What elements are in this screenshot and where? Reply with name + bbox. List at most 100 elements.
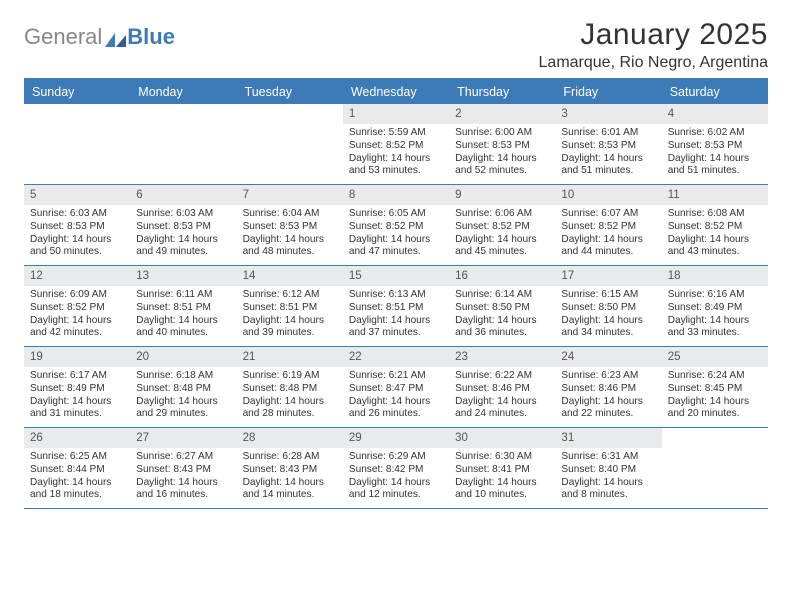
day-number: 5 <box>24 185 130 205</box>
day-number: 4 <box>662 104 768 124</box>
day-number: 26 <box>24 428 130 448</box>
calendar-day-cell: 19Sunrise: 6:17 AMSunset: 8:49 PMDayligh… <box>24 347 130 427</box>
day-number: 19 <box>24 347 130 367</box>
calendar-page: General Blue January 2025 Lamarque, Rio … <box>0 0 792 509</box>
day-details: Sunrise: 5:59 AMSunset: 8:52 PMDaylight:… <box>343 124 449 182</box>
day-number: 29 <box>343 428 449 448</box>
day-details: Sunrise: 6:05 AMSunset: 8:52 PMDaylight:… <box>343 205 449 263</box>
calendar-day-cell: 21Sunrise: 6:19 AMSunset: 8:48 PMDayligh… <box>237 347 343 427</box>
day-details: Sunrise: 6:22 AMSunset: 8:46 PMDaylight:… <box>449 367 555 425</box>
day-details: Sunrise: 6:08 AMSunset: 8:52 PMDaylight:… <box>662 205 768 263</box>
day-number: 14 <box>237 266 343 286</box>
calendar-day-cell: 11Sunrise: 6:08 AMSunset: 8:52 PMDayligh… <box>662 185 768 265</box>
day-number: 10 <box>555 185 661 205</box>
calendar-day-cell: 10Sunrise: 6:07 AMSunset: 8:52 PMDayligh… <box>555 185 661 265</box>
day-number: 25 <box>662 347 768 367</box>
day-number: 7 <box>237 185 343 205</box>
month-title: January 2025 <box>539 18 768 52</box>
day-number: 1 <box>343 104 449 124</box>
day-number: 20 <box>130 347 236 367</box>
day-number: 9 <box>449 185 555 205</box>
calendar-day-cell: 27Sunrise: 6:27 AMSunset: 8:43 PMDayligh… <box>130 428 236 508</box>
day-of-week-label: Tuesday <box>237 80 343 104</box>
day-number <box>130 104 236 110</box>
brand-sail-icon <box>105 27 127 41</box>
calendar-day-cell: 2Sunrise: 6:00 AMSunset: 8:53 PMDaylight… <box>449 104 555 184</box>
day-details: Sunrise: 6:03 AMSunset: 8:53 PMDaylight:… <box>130 205 236 263</box>
location-text: Lamarque, Rio Negro, Argentina <box>539 54 768 72</box>
day-of-week-label: Thursday <box>449 80 555 104</box>
day-number <box>237 104 343 110</box>
calendar-day-cell: 7Sunrise: 6:04 AMSunset: 8:53 PMDaylight… <box>237 185 343 265</box>
calendar-day-cell: 24Sunrise: 6:23 AMSunset: 8:46 PMDayligh… <box>555 347 661 427</box>
calendar-day-cell <box>24 104 130 184</box>
day-of-week-label: Saturday <box>662 80 768 104</box>
day-details: Sunrise: 6:00 AMSunset: 8:53 PMDaylight:… <box>449 124 555 182</box>
calendar-day-cell: 15Sunrise: 6:13 AMSunset: 8:51 PMDayligh… <box>343 266 449 346</box>
day-details: Sunrise: 6:04 AMSunset: 8:53 PMDaylight:… <box>237 205 343 263</box>
day-of-week-label: Friday <box>555 80 661 104</box>
day-details: Sunrise: 6:13 AMSunset: 8:51 PMDaylight:… <box>343 286 449 344</box>
day-details: Sunrise: 6:21 AMSunset: 8:47 PMDaylight:… <box>343 367 449 425</box>
title-block: January 2025 Lamarque, Rio Negro, Argent… <box>539 18 768 72</box>
day-details: Sunrise: 6:19 AMSunset: 8:48 PMDaylight:… <box>237 367 343 425</box>
day-details: Sunrise: 6:23 AMSunset: 8:46 PMDaylight:… <box>555 367 661 425</box>
day-number <box>24 104 130 110</box>
day-number: 28 <box>237 428 343 448</box>
day-details: Sunrise: 6:11 AMSunset: 8:51 PMDaylight:… <box>130 286 236 344</box>
day-number: 31 <box>555 428 661 448</box>
calendar-day-cell <box>662 428 768 508</box>
day-details: Sunrise: 6:25 AMSunset: 8:44 PMDaylight:… <box>24 448 130 506</box>
day-number: 27 <box>130 428 236 448</box>
calendar-day-cell: 30Sunrise: 6:30 AMSunset: 8:41 PMDayligh… <box>449 428 555 508</box>
calendar-week-row: 12Sunrise: 6:09 AMSunset: 8:52 PMDayligh… <box>24 266 768 347</box>
day-details: Sunrise: 6:06 AMSunset: 8:52 PMDaylight:… <box>449 205 555 263</box>
calendar-day-cell: 13Sunrise: 6:11 AMSunset: 8:51 PMDayligh… <box>130 266 236 346</box>
day-number: 17 <box>555 266 661 286</box>
calendar-day-cell: 16Sunrise: 6:14 AMSunset: 8:50 PMDayligh… <box>449 266 555 346</box>
day-details: Sunrise: 6:09 AMSunset: 8:52 PMDaylight:… <box>24 286 130 344</box>
day-number: 21 <box>237 347 343 367</box>
day-number: 23 <box>449 347 555 367</box>
header: General Blue January 2025 Lamarque, Rio … <box>24 18 768 72</box>
day-number: 15 <box>343 266 449 286</box>
day-number: 3 <box>555 104 661 124</box>
day-of-week-row: SundayMondayTuesdayWednesdayThursdayFrid… <box>24 80 768 104</box>
calendar-day-cell: 6Sunrise: 6:03 AMSunset: 8:53 PMDaylight… <box>130 185 236 265</box>
weeks-container: 1Sunrise: 5:59 AMSunset: 8:52 PMDaylight… <box>24 104 768 509</box>
day-details: Sunrise: 6:16 AMSunset: 8:49 PMDaylight:… <box>662 286 768 344</box>
calendar-day-cell: 29Sunrise: 6:29 AMSunset: 8:42 PMDayligh… <box>343 428 449 508</box>
day-number: 18 <box>662 266 768 286</box>
day-details: Sunrise: 6:18 AMSunset: 8:48 PMDaylight:… <box>130 367 236 425</box>
day-number: 16 <box>449 266 555 286</box>
day-of-week-label: Wednesday <box>343 80 449 104</box>
calendar-week-row: 1Sunrise: 5:59 AMSunset: 8:52 PMDaylight… <box>24 104 768 185</box>
day-details: Sunrise: 6:30 AMSunset: 8:41 PMDaylight:… <box>449 448 555 506</box>
calendar-day-cell: 23Sunrise: 6:22 AMSunset: 8:46 PMDayligh… <box>449 347 555 427</box>
day-details: Sunrise: 6:03 AMSunset: 8:53 PMDaylight:… <box>24 205 130 263</box>
calendar-day-cell: 25Sunrise: 6:24 AMSunset: 8:45 PMDayligh… <box>662 347 768 427</box>
calendar-day-cell: 17Sunrise: 6:15 AMSunset: 8:50 PMDayligh… <box>555 266 661 346</box>
calendar-day-cell: 8Sunrise: 6:05 AMSunset: 8:52 PMDaylight… <box>343 185 449 265</box>
day-details: Sunrise: 6:24 AMSunset: 8:45 PMDaylight:… <box>662 367 768 425</box>
day-number: 2 <box>449 104 555 124</box>
calendar-day-cell: 12Sunrise: 6:09 AMSunset: 8:52 PMDayligh… <box>24 266 130 346</box>
calendar-day-cell: 28Sunrise: 6:28 AMSunset: 8:43 PMDayligh… <box>237 428 343 508</box>
brand-logo: General Blue <box>24 18 175 50</box>
calendar-day-cell <box>237 104 343 184</box>
day-details: Sunrise: 6:28 AMSunset: 8:43 PMDaylight:… <box>237 448 343 506</box>
day-details: Sunrise: 6:01 AMSunset: 8:53 PMDaylight:… <box>555 124 661 182</box>
day-number <box>662 428 768 434</box>
day-details: Sunrise: 6:14 AMSunset: 8:50 PMDaylight:… <box>449 286 555 344</box>
calendar-day-cell: 3Sunrise: 6:01 AMSunset: 8:53 PMDaylight… <box>555 104 661 184</box>
brand-part2: Blue <box>127 24 175 50</box>
day-number: 30 <box>449 428 555 448</box>
day-number: 22 <box>343 347 449 367</box>
day-details: Sunrise: 6:02 AMSunset: 8:53 PMDaylight:… <box>662 124 768 182</box>
day-details: Sunrise: 6:17 AMSunset: 8:49 PMDaylight:… <box>24 367 130 425</box>
calendar-day-cell <box>130 104 236 184</box>
day-number: 8 <box>343 185 449 205</box>
day-details: Sunrise: 6:15 AMSunset: 8:50 PMDaylight:… <box>555 286 661 344</box>
day-of-week-label: Monday <box>130 80 236 104</box>
calendar-week-row: 19Sunrise: 6:17 AMSunset: 8:49 PMDayligh… <box>24 347 768 428</box>
